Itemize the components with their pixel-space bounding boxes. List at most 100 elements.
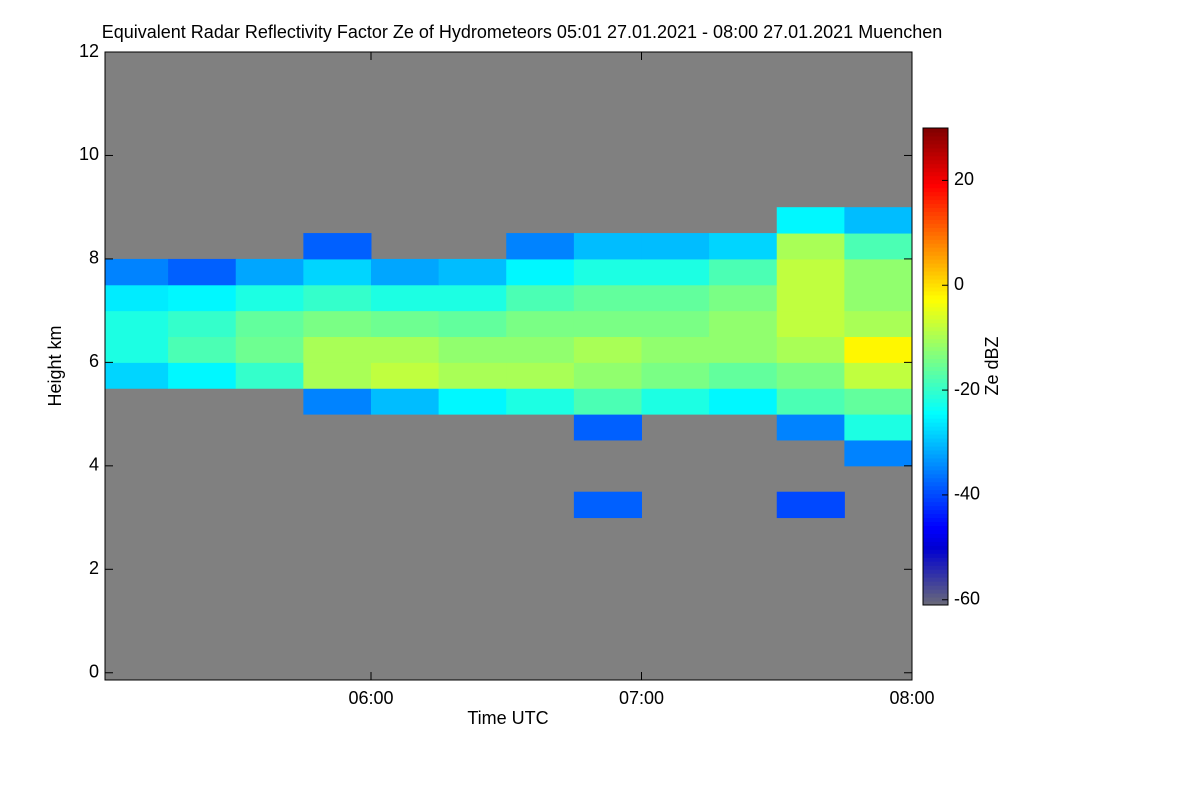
colorbar-segment xyxy=(923,159,948,165)
heatmap-cell xyxy=(776,258,845,286)
heatmap-cell xyxy=(370,336,440,363)
heatmap-cell xyxy=(506,388,575,415)
heatmap-cell xyxy=(370,362,440,389)
colorbar-segment xyxy=(923,326,948,332)
heatmap-cell xyxy=(370,258,440,286)
heatmap-cell xyxy=(370,310,440,338)
colorbar-segment xyxy=(923,255,948,260)
colorbar-segment xyxy=(923,465,948,471)
heatmap-cell xyxy=(573,491,642,519)
heatmap-cell xyxy=(709,336,778,363)
colorbar-segment xyxy=(923,139,948,145)
heatmap-cell xyxy=(776,362,845,389)
colorbar-segment xyxy=(923,203,948,208)
colorbar-segment xyxy=(923,581,948,586)
heatmap-cell xyxy=(709,233,778,260)
colorbar-segment xyxy=(923,211,948,216)
colorbar-segment xyxy=(923,505,948,511)
colorbar-segment xyxy=(923,143,948,149)
heatmap-cell xyxy=(105,336,169,363)
heatmap-cell xyxy=(641,310,710,338)
heatmap-cell xyxy=(303,310,372,338)
colorbar-segment xyxy=(923,354,948,360)
y-tick-label: 4 xyxy=(89,455,99,475)
colorbar-segment xyxy=(923,334,948,340)
heatmap-cell xyxy=(641,362,710,389)
colorbar-segment xyxy=(923,485,948,491)
heatmap-cell xyxy=(776,336,845,363)
heatmap-cell xyxy=(303,362,372,389)
heatmap-cell xyxy=(573,284,642,312)
colorbar-segment xyxy=(923,549,948,554)
y-tick-label: 6 xyxy=(89,351,99,371)
colorbar-segment xyxy=(923,565,948,570)
colorbar-segment xyxy=(923,175,948,181)
heatmap-cell xyxy=(235,336,304,363)
colorbar-segment xyxy=(923,402,948,407)
colorbar-segment xyxy=(923,541,948,546)
heatmap-cell xyxy=(303,336,372,363)
colorbar-segment xyxy=(923,525,948,530)
heatmap-cell xyxy=(506,310,575,338)
colorbar-segment xyxy=(923,322,948,328)
heatmap-cell xyxy=(168,336,237,363)
colorbar-segment xyxy=(923,434,948,439)
colorbar-segment xyxy=(923,187,948,193)
heatmap-cell xyxy=(844,439,912,467)
y-tick-label: 12 xyxy=(79,41,99,61)
colorbar-segment xyxy=(923,239,948,244)
heatmap-cell xyxy=(844,414,912,441)
heatmap-cell xyxy=(438,310,507,338)
colorbar-segment xyxy=(923,426,948,431)
heatmap-cell xyxy=(235,284,304,312)
heatmap-cell xyxy=(438,336,507,363)
colorbar-segment xyxy=(923,171,948,177)
heatmap-cell xyxy=(506,258,575,286)
colorbar-label: Ze dBZ xyxy=(982,336,1002,395)
colorbar-segment xyxy=(923,151,948,157)
colorbar-segment xyxy=(923,294,948,300)
colorbar-segment xyxy=(923,406,948,411)
colorbar-segment xyxy=(923,267,948,272)
x-tick-label: 08:00 xyxy=(889,688,934,708)
heatmap-cell xyxy=(844,362,912,389)
colorbar-segment xyxy=(923,298,948,304)
colorbar-segment xyxy=(923,529,948,534)
colorbar-segment xyxy=(923,593,948,598)
colorbar-segment xyxy=(923,219,948,224)
colorbar-segment xyxy=(923,497,948,503)
heatmap-cell xyxy=(168,258,237,286)
heatmap-cell xyxy=(776,207,845,234)
colorbar-segment xyxy=(923,283,948,288)
colorbar-segment xyxy=(923,430,948,435)
colorbar-tick-label: 0 xyxy=(954,274,964,294)
heatmap-cell xyxy=(168,362,237,389)
y-tick-label: 0 xyxy=(89,662,99,682)
heatmap-cell xyxy=(776,491,845,519)
colorbar-segment xyxy=(923,195,948,201)
colorbar-segment xyxy=(923,358,948,364)
colorbar-segment xyxy=(923,366,948,371)
colorbar-segment xyxy=(923,263,948,268)
colorbar-tick-label: -40 xyxy=(954,484,980,504)
heatmap-cell xyxy=(438,284,507,312)
colorbar-segment xyxy=(923,199,948,205)
y-axis-label: Height km xyxy=(45,325,65,406)
colorbar-segment xyxy=(923,513,948,519)
heatmap-cell xyxy=(235,310,304,338)
y-tick-label: 10 xyxy=(79,144,99,164)
colorbar-segment xyxy=(923,414,948,419)
colorbar-segment xyxy=(923,422,948,427)
x-axis-label: Time UTC xyxy=(467,708,548,728)
colorbar-segment xyxy=(923,179,948,185)
heatmap-cell xyxy=(573,310,642,338)
x-tick-label: 07:00 xyxy=(619,688,664,708)
colorbar-segment xyxy=(923,128,948,133)
heatmap-cell xyxy=(168,310,237,338)
heatmap-cell xyxy=(438,258,507,286)
heatmap-cell xyxy=(844,207,912,234)
heatmap-cell xyxy=(168,284,237,312)
colorbar-segment xyxy=(923,469,948,475)
heatmap-cell xyxy=(506,233,575,260)
heatmap-cell xyxy=(844,388,912,415)
